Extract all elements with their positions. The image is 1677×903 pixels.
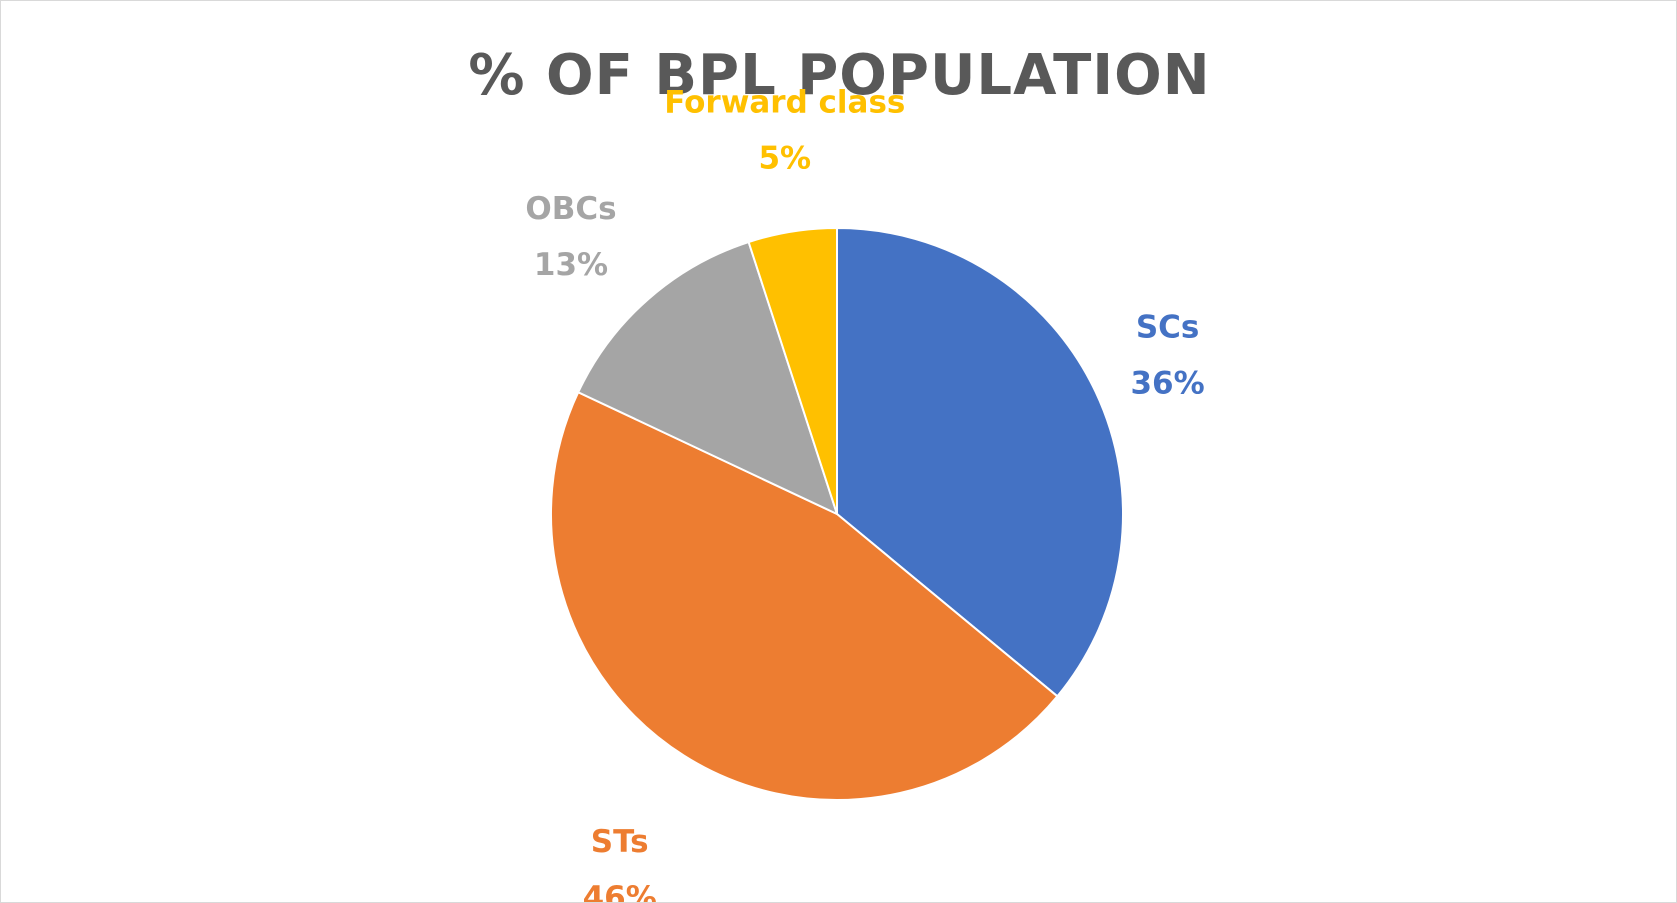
pie-slices — [549, 226, 1125, 802]
pie-slice-obcs — [576, 240, 839, 516]
pie-slice-scs — [836, 226, 1125, 698]
slice-label-name-sts: STs — [591, 824, 649, 860]
slice-label-value-sts: 46% — [583, 880, 657, 902]
slice-label-value-scs: 36% — [1130, 366, 1204, 402]
slice-label-name-scs: SCs — [1136, 310, 1200, 346]
slice-label-value-obcs: 13% — [534, 247, 608, 283]
pie-slice-sts — [549, 390, 1059, 802]
pie-labels: SCs 36% STs 46% OBCs 13% Forward class 5% — [525, 85, 1204, 902]
slice-label-value-forward-class: 5% — [758, 141, 811, 177]
pie-slice-forward-class — [747, 226, 838, 515]
slice-label-name-forward-class: Forward class — [664, 85, 905, 121]
slice-label-name-obcs: OBCs — [525, 191, 616, 227]
chart-title: % OF BPL POPULATION — [468, 43, 1211, 108]
